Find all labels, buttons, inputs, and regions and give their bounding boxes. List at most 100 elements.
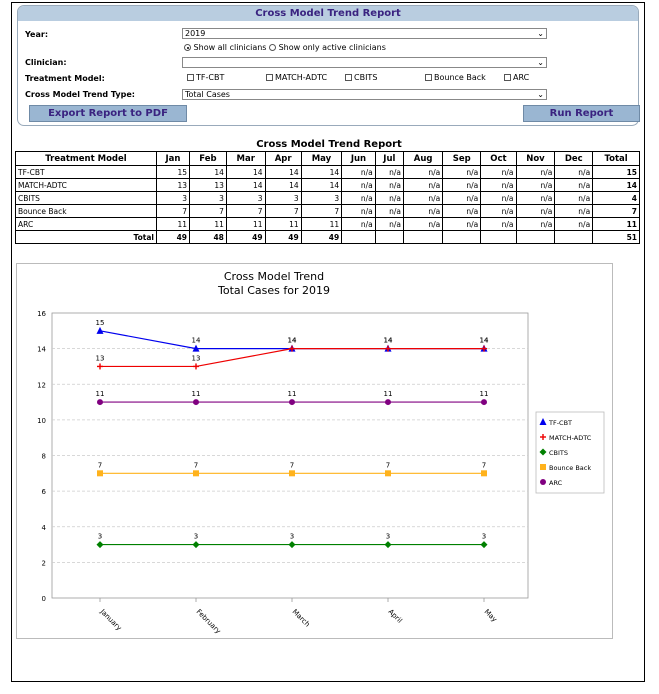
radio-show-active-label: Show only active clinicians <box>278 43 386 52</box>
month-cell: n/a <box>442 178 482 192</box>
checkbox-box[interactable] <box>345 74 352 81</box>
row-model-name: ARC <box>15 217 157 231</box>
month-cell: 14 <box>300 178 343 192</box>
data-label: 3 <box>98 533 102 541</box>
checkbox-tf-cbt[interactable]: TF-CBT <box>187 73 224 82</box>
export-pdf-button[interactable]: Export Report to PDF <box>29 105 187 122</box>
chevron-down-icon: ⌄ <box>537 90 544 99</box>
data-label: 7 <box>386 461 390 469</box>
data-label: 14 <box>480 337 489 345</box>
data-point-marker <box>193 399 199 406</box>
total-row-label: Total <box>15 230 157 244</box>
row-total-cell: 7 <box>592 204 640 218</box>
chevron-down-icon: ⌄ <box>537 58 544 67</box>
row-model-name: MATCH-ADTC <box>15 178 157 192</box>
x-tick-label: March <box>291 608 312 629</box>
month-cell <box>442 230 482 244</box>
month-cell: n/a <box>515 165 556 179</box>
column-header: Aug <box>403 151 444 166</box>
checkbox-box[interactable] <box>504 74 511 81</box>
trend-type-select[interactable]: Total Cases ⌄ <box>182 89 547 100</box>
report-options-panel: Cross Model Trend Report Year: 2019 ⌄ Sh… <box>17 5 640 126</box>
year-label: Year: <box>25 30 49 39</box>
data-point-marker <box>385 470 391 477</box>
clinician-filter-radios: Show all clinicians Show only active cli… <box>184 43 386 52</box>
data-label: 3 <box>386 533 390 541</box>
data-label: 7 <box>482 461 486 469</box>
column-header: Feb <box>189 151 227 166</box>
y-tick-label: 4 <box>42 524 47 532</box>
checkbox-label: Bounce Back <box>434 73 486 82</box>
legend-entry: CBITS <box>549 449 568 457</box>
trend-type-select-value: Total Cases <box>185 90 230 99</box>
column-header: Total <box>592 151 640 166</box>
data-label: 11 <box>96 390 105 398</box>
checkbox-box[interactable] <box>266 74 273 81</box>
report-table: Treatment Model Jan Feb Mar Apr May Jun … <box>15 151 640 244</box>
month-cell: n/a <box>480 165 517 179</box>
month-cell: n/a <box>554 217 594 231</box>
month-cell: 11 <box>264 217 302 231</box>
data-point-marker <box>385 399 391 406</box>
x-tick-label: January <box>98 607 123 632</box>
month-cell <box>480 230 517 244</box>
checkbox-box[interactable] <box>187 74 194 81</box>
table-row: Bounce Back 7 7 7 7 7 n/a n/a n/a n/a n/a n/a n/a 7 <box>15 204 640 218</box>
month-cell: 7 <box>264 204 302 218</box>
y-tick-label: 8 <box>42 453 46 461</box>
chevron-down-icon: ⌄ <box>537 29 544 38</box>
data-point-marker <box>192 344 200 352</box>
checkbox-match-adtc[interactable]: MATCH-ADTC <box>266 73 327 82</box>
data-point-marker <box>481 470 487 477</box>
month-cell: 49 <box>300 230 343 244</box>
radio-show-all[interactable] <box>184 44 191 51</box>
month-cell: 14 <box>264 178 302 192</box>
data-point-marker <box>193 470 199 477</box>
data-label: 3 <box>290 533 294 541</box>
data-point-marker <box>480 541 488 549</box>
row-model-name: Bounce Back <box>15 204 157 218</box>
checkbox-box[interactable] <box>425 74 432 81</box>
radio-show-all-label: Show all clinicians <box>193 43 267 52</box>
column-header: Jun <box>341 151 376 166</box>
month-cell <box>515 230 556 244</box>
month-cell: n/a <box>341 165 376 179</box>
checkbox-cbits[interactable]: CBITS <box>345 73 377 82</box>
month-cell: n/a <box>480 217 517 231</box>
table-header-row: Treatment Model Jan Feb Mar Apr May Jun … <box>15 151 640 166</box>
legend-entry: ARC <box>549 479 563 487</box>
data-label: 11 <box>288 390 297 398</box>
data-point-marker <box>289 470 295 477</box>
month-cell: n/a <box>341 217 376 231</box>
month-cell: n/a <box>480 204 517 218</box>
month-cell: 13 <box>156 178 190 192</box>
checkbox-arc[interactable]: ARC <box>504 73 529 82</box>
radio-show-active[interactable] <box>269 44 277 51</box>
data-label: 14 <box>384 337 393 345</box>
table-total-row: Total 49 48 49 49 49 51 <box>15 230 640 244</box>
month-cell: n/a <box>554 204 594 218</box>
table-row: CBITS 3 3 3 3 3 n/a n/a n/a n/a n/a n/a n/a 4 <box>15 191 640 205</box>
checkbox-bounce-back[interactable]: Bounce Back <box>425 73 486 82</box>
month-cell: 11 <box>300 217 343 231</box>
legend-entry: TF-CBT <box>548 419 572 427</box>
month-cell: 11 <box>225 217 266 231</box>
month-cell: n/a <box>341 178 376 192</box>
table-row: MATCH-ADTC 13 13 14 14 14 n/a n/a n/a n/a n/a n/a n/… <box>15 178 640 192</box>
column-header: Mar <box>225 151 266 166</box>
month-cell: n/a <box>554 191 594 205</box>
clinician-select[interactable]: ⌄ <box>182 57 547 68</box>
checkbox-label: MATCH-ADTC <box>275 73 328 82</box>
x-tick-label: April <box>387 608 404 625</box>
data-label: 11 <box>384 390 393 398</box>
month-cell: n/a <box>554 165 594 179</box>
data-label: 14 <box>288 337 297 345</box>
year-select[interactable]: 2019 ⌄ <box>182 28 547 39</box>
month-cell: n/a <box>374 178 405 192</box>
column-header: May <box>300 151 343 166</box>
run-report-button[interactable]: Run Report <box>523 105 640 122</box>
row-total-cell: 11 <box>592 217 640 231</box>
month-cell: n/a <box>515 217 556 231</box>
data-label: 11 <box>480 390 489 398</box>
